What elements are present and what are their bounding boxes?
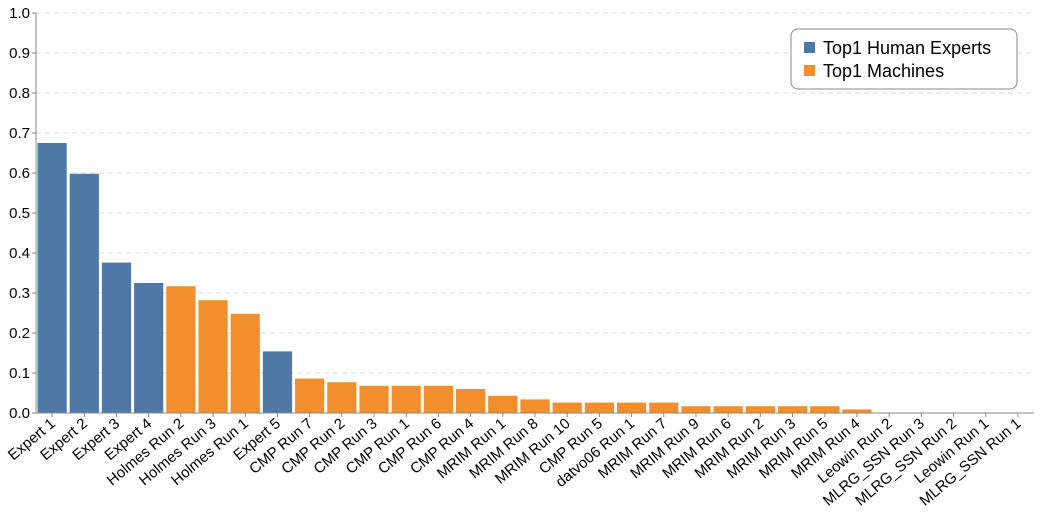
- bar-cmp-run-2: [327, 382, 357, 413]
- bars: [37, 143, 872, 413]
- bar-holmes-run-2: [166, 286, 196, 413]
- y-tick-label: 0.3: [9, 285, 30, 302]
- bar-cmp-run-6: [423, 385, 454, 413]
- y-tick-label: 0.8: [9, 85, 30, 102]
- bar-expert-5: [262, 351, 293, 413]
- y-tick-label: 0.2: [9, 325, 30, 342]
- bar-mrim-run-5: [810, 406, 840, 413]
- bar-expert-1: [37, 143, 67, 413]
- bar-cmp-run-1: [391, 385, 421, 413]
- bar-cmp-run-4: [456, 389, 486, 413]
- bar-mrim-run-7: [649, 402, 679, 413]
- bar-holmes-run-1: [230, 313, 260, 413]
- y-tick-label: 0.6: [9, 165, 30, 182]
- y-tick-label: 0.1: [9, 365, 30, 382]
- bar-expert-3: [101, 262, 132, 413]
- bar-mrim-run-3: [777, 406, 808, 413]
- bar-holmes-run-3: [198, 300, 228, 413]
- bar-mrim-run-4: [842, 409, 872, 413]
- legend: Top1 Human Experts Top1 Machines: [790, 28, 1018, 90]
- bar-datvo06-run-1: [616, 402, 647, 413]
- legend-box: [790, 28, 1018, 90]
- legend-swatch-human-experts: [804, 42, 815, 53]
- bar-mrim-run-1: [488, 395, 518, 413]
- bar-expert-4: [134, 283, 164, 413]
- legend-label-machines: Top1 Machines: [823, 61, 944, 81]
- bar-mrim-run-6: [713, 406, 743, 413]
- y-tick-label: 0.7: [9, 125, 30, 142]
- legend-label-human-experts: Top1 Human Experts: [823, 38, 991, 58]
- bar-cmp-run-3: [359, 385, 389, 413]
- bar-expert-2: [69, 173, 99, 413]
- bar-cmp-run-7: [295, 378, 325, 413]
- bar-mrim-run-9: [681, 406, 711, 413]
- y-tick-label: 0.0: [9, 405, 30, 422]
- bar-cmp-run-5: [584, 402, 614, 413]
- bar-mrim-run-8: [520, 399, 550, 413]
- bar-mrim-run-2: [745, 406, 775, 413]
- bar-mrim-run-10: [552, 402, 582, 413]
- legend-swatch-machines: [804, 65, 815, 76]
- y-tick-label: 1.0: [9, 5, 30, 22]
- y-tick-label: 0.4: [9, 245, 30, 262]
- y-tick-labels: 0.0 0.1 0.2 0.3 0.4 0.5 0.6 0.7 0.8 0.9 1.0: [9, 5, 36, 422]
- y-tick-label: 0.9: [9, 45, 30, 62]
- y-tick-label: 0.5: [9, 205, 30, 222]
